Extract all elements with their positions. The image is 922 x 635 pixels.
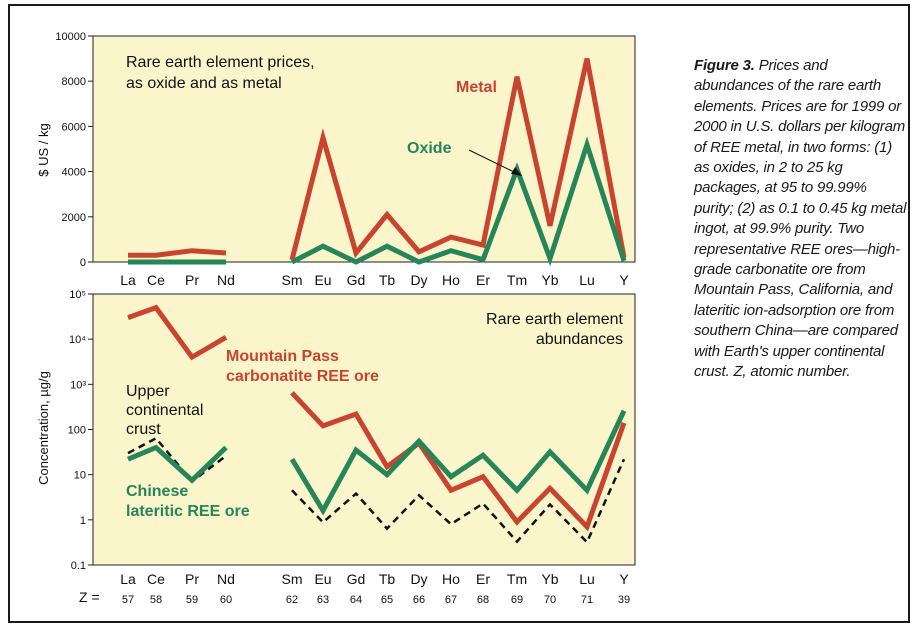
abundance-x-label-er: Er (476, 571, 490, 587)
mountain-pass-label-line1: Mountain Pass (226, 348, 339, 365)
abundance-x-label-dy: Dy (410, 571, 427, 587)
atomic-number-sm: 62 (286, 594, 298, 606)
crust-label-line2: continental (126, 402, 203, 419)
price-x-label-nd: Nd (217, 272, 235, 288)
price-x-label-ho: Ho (442, 272, 460, 288)
caption-text: Prices and abundances of the rare earth … (694, 57, 907, 381)
mountain-pass-carbonatite-ree-ore-line-2 (290, 391, 627, 532)
price-x-label-la: La (120, 272, 136, 288)
chinese-ore-label-line1: Chinese (126, 483, 188, 500)
abundance-x-label-sm: Sm (282, 571, 303, 587)
price-x-label-sm: Sm (282, 272, 303, 288)
abundance-y-tick-label: 10⁵ (69, 289, 86, 301)
atomic-number-nd: 60 (220, 594, 232, 606)
oxide-series-label: Oxide (407, 140, 452, 157)
price-x-label-pr: Pr (185, 272, 199, 288)
abundance-title-line1: Rare earth element (486, 311, 624, 328)
price-y-tick-label: 4000 (62, 167, 86, 179)
abundance-y-tick-label: 10⁴ (69, 334, 86, 346)
chinese-ore-label-line2: lateritic REE ore (126, 503, 250, 520)
atomic-number-la: 57 (122, 594, 134, 606)
abundance-y-tick-label: 0.1 (71, 560, 86, 572)
atomic-number-tm: 69 (511, 594, 523, 606)
abundance-x-label-yb: Yb (541, 571, 558, 587)
price-y-tick-label: 2000 (62, 212, 86, 224)
abundance-x-label-gd: Gd (347, 571, 366, 587)
chinese-lateritic-ree-ore-line-2 (289, 409, 627, 516)
abundance-y-tick-label: 10 (74, 470, 86, 482)
atomic-number-gd: 64 (350, 594, 362, 606)
abundance-x-label-y: Y (619, 571, 629, 587)
mountain-pass-carbonatite-ree-ore-line-1 (127, 304, 228, 361)
metal-price-line-1 (128, 248, 227, 258)
oxide-pointer-arrow (468, 149, 522, 176)
abundance-x-label-tm: Tm (507, 571, 527, 587)
atomic-number-tb: 65 (381, 594, 393, 606)
price-x-label-eu: Eu (314, 272, 331, 288)
metal-series-label: Metal (456, 79, 497, 96)
atomic-number-yb: 70 (544, 594, 556, 606)
price-x-label-tm: Tm (507, 272, 527, 288)
price-y-tick-label: 0 (80, 257, 86, 269)
price-panel (92, 35, 636, 263)
figure-caption: Figure 3. Prices and abundances of the r… (694, 56, 908, 383)
abundance-x-label-lu: Lu (579, 571, 595, 587)
price-x-label-ce: Ce (147, 272, 165, 288)
atomic-number-er: 68 (477, 594, 489, 606)
price-x-label-dy: Dy (410, 272, 427, 288)
atomic-number-ho: 67 (445, 594, 457, 606)
price-title-line2: as oxide and as metal (126, 75, 282, 92)
z-axis-label: Z = (79, 589, 100, 605)
price-y-tick-label: 6000 (62, 121, 86, 133)
atomic-number-eu: 63 (317, 594, 329, 606)
price-title-line1: Rare earth element prices, (126, 54, 315, 71)
abundance-y-tick-label: 1 (80, 515, 86, 527)
price-y-axis-label: $ US / kg (36, 123, 51, 176)
abundance-x-label-ce: Ce (147, 571, 165, 587)
abundance-x-label-ho: Ho (442, 571, 460, 587)
atomic-number-pr: 59 (186, 594, 198, 606)
crust-label-line1: Upper (126, 383, 170, 400)
price-x-label-lu: Lu (579, 272, 595, 288)
price-x-label-yb: Yb (541, 272, 558, 288)
oxide-price-line-2 (290, 136, 627, 267)
abundance-y-tick-label: 10³ (70, 379, 86, 391)
price-x-label-y: Y (619, 272, 629, 288)
metal-price-line-2 (289, 58, 627, 261)
upper-continental-crust-line-1 (127, 436, 227, 484)
figure-label: Figure 3. (694, 57, 755, 74)
price-y-tick-label: 8000 (62, 76, 86, 88)
upper-continental-crust-line-2 (291, 458, 626, 545)
atomic-number-ce: 58 (150, 594, 162, 606)
abundance-title-line2: abundances (536, 331, 623, 348)
abundance-y-tick-label: 100 (68, 425, 86, 437)
crust-label-line3: crust (126, 421, 161, 438)
abundance-x-label-nd: Nd (217, 571, 235, 587)
atomic-number-dy: 66 (413, 594, 425, 606)
abundance-x-label-pr: Pr (185, 571, 199, 587)
price-x-label-er: Er (476, 272, 490, 288)
price-y-tick-label: 10000 (55, 31, 86, 43)
price-x-label-gd: Gd (347, 272, 366, 288)
atomic-number-lu: 71 (581, 594, 593, 606)
abundance-y-axis-label: Concentration, µg/g (36, 371, 51, 485)
abundance-x-label-la: La (120, 571, 136, 587)
abundance-x-label-tb: Tb (379, 571, 396, 587)
mountain-pass-label-line2: carbonatite REE ore (226, 368, 379, 385)
chinese-lateritic-ree-ore-line-1 (127, 444, 228, 484)
abundance-x-label-eu: Eu (314, 571, 331, 587)
atomic-number-y: 39 (618, 594, 630, 606)
price-x-label-tb: Tb (379, 272, 396, 288)
